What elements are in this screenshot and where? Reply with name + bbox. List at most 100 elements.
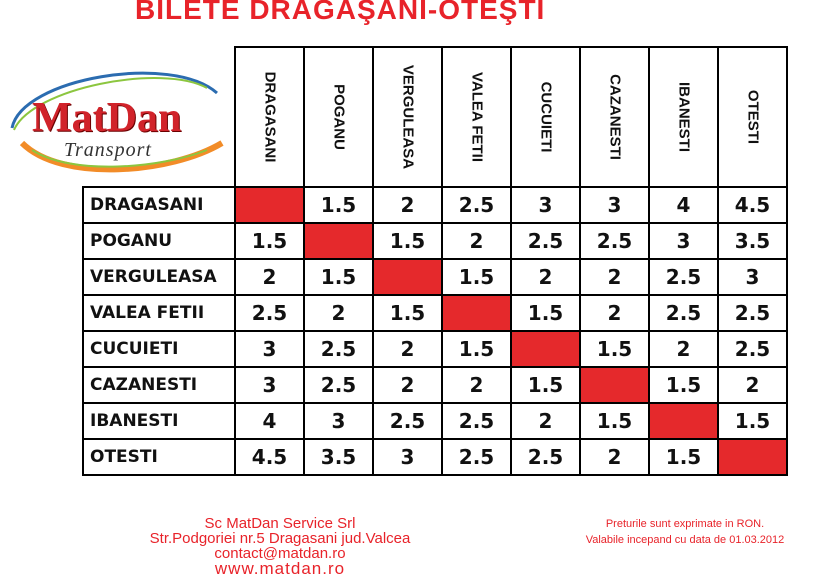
table-row: OTESTI 4.5 3.5 3 2.5 2.5 2 1.5 <box>82 438 788 476</box>
column-header-label: IBANESTI <box>675 81 692 153</box>
fare-cell: 1.5 <box>372 294 443 332</box>
fare-cell: 1.5 <box>303 186 374 224</box>
fare-cell: 1.5 <box>234 222 305 260</box>
fare-cell: 2 <box>717 366 788 404</box>
currency-note: Preturile sunt exprimate in RON. <box>605 518 765 530</box>
fare-cell: 3 <box>234 366 305 404</box>
column-header-label: OTESTI <box>744 89 761 145</box>
fare-cell: 1.5 <box>441 330 512 368</box>
diagonal-cell <box>234 186 305 224</box>
fare-cell: 3 <box>717 258 788 296</box>
fare-cell: 2.5 <box>510 222 581 260</box>
diagonal-cell <box>579 366 650 404</box>
fare-cell: 4 <box>648 186 719 224</box>
fare-cell: 2.5 <box>441 186 512 224</box>
logo-subtitle: Transport <box>64 139 152 161</box>
fare-cell: 2.5 <box>372 402 443 440</box>
fare-cell: 1.5 <box>579 330 650 368</box>
column-header-label: CAZANESTI <box>606 74 623 160</box>
column-header-label: POGANU <box>330 84 347 150</box>
matdan-logo: MatDan Transport <box>2 58 232 178</box>
fare-cell: 2 <box>510 258 581 296</box>
fare-cell: 2.5 <box>303 366 374 404</box>
fare-cell: 1.5 <box>717 402 788 440</box>
table-row: VERGULEASA 2 1.5 1.5 2 2 2.5 3 <box>82 258 788 296</box>
fare-cell: 2 <box>372 366 443 404</box>
fare-cell: 3 <box>648 222 719 260</box>
diagonal-cell <box>648 402 719 440</box>
fare-cell: 3 <box>372 438 443 476</box>
row-header: CAZANESTI <box>82 366 236 404</box>
header-row: DRAGASANI POGANU VERGULEASA VALEA FETII CUCU… <box>83 46 788 188</box>
column-header: VERGULEASA <box>372 46 443 188</box>
fare-cell: 2.5 <box>303 330 374 368</box>
company-email[interactable]: contact@matdan.ro <box>214 545 346 562</box>
column-header-label: VALEA FETII <box>468 72 485 162</box>
fare-cell: 2.5 <box>441 402 512 440</box>
price-notes: Preturile sunt exprimate in RON. Valabil… <box>560 516 810 548</box>
page-title: BILETE DRĂGĂŞANI-OTEŞTI <box>135 0 546 25</box>
fare-cell: 3 <box>303 402 374 440</box>
fare-cell: 3.5 <box>303 438 374 476</box>
fare-table: DRAGASANI POGANU VERGULEASA VALEA FETII CUCU… <box>82 46 788 476</box>
fare-cell: 1.5 <box>510 366 581 404</box>
fare-cell: 2 <box>648 330 719 368</box>
corner-cell <box>83 47 235 187</box>
row-header: OTESTI <box>82 438 236 476</box>
row-header: VALEA FETII <box>82 294 236 332</box>
fare-cell: 3 <box>510 186 581 224</box>
table-row: POGANU 1.5 1.5 2 2.5 2.5 3 3.5 <box>82 222 788 260</box>
logo-swoosh-icon <box>10 71 224 173</box>
diagonal-cell <box>717 438 788 476</box>
logo-text: MatDan <box>32 95 182 141</box>
fare-cell: 2.5 <box>234 294 305 332</box>
table-row: CUCUIETI 3 2.5 2 1.5 1.5 2 2.5 <box>82 330 788 368</box>
fare-cell: 1.5 <box>579 402 650 440</box>
diagonal-cell <box>372 258 443 296</box>
fare-cell: 4.5 <box>234 438 305 476</box>
fare-cell: 2.5 <box>579 222 650 260</box>
fare-cell: 1.5 <box>303 258 374 296</box>
fare-cell: 2.5 <box>648 258 719 296</box>
validity-note: Valabile incepand cu data de 01.03.2012 <box>585 534 785 546</box>
table-row: VALEA FETII 2.5 2 1.5 1.5 2 2.5 2.5 <box>82 294 788 332</box>
company-name: Sc MatDan Service Srl <box>204 515 356 532</box>
fare-cell: 2 <box>303 294 374 332</box>
fare-cell: 2 <box>579 438 650 476</box>
row-header: IBANESTI <box>82 402 236 440</box>
fare-cell: 4 <box>234 402 305 440</box>
column-header: DRAGASANI <box>234 46 305 188</box>
fare-cell: 3 <box>234 330 305 368</box>
column-header: CUCUIETI <box>510 46 581 188</box>
fare-cell: 2 <box>579 294 650 332</box>
column-header-label: VERGULEASA <box>399 64 416 170</box>
row-header: CUCUIETI <box>82 330 236 368</box>
company-address: Str.Podgoriei nr.5 Dragasani jud.Valcea <box>149 530 411 547</box>
row-header: POGANU <box>82 222 236 260</box>
row-header: DRAGASANI <box>82 186 236 224</box>
fare-cell: 2 <box>372 186 443 224</box>
fare-cell: 2 <box>372 330 443 368</box>
column-header: POGANU <box>303 46 374 188</box>
column-header: CAZANESTI <box>579 46 650 188</box>
column-header-label: CUCUIETI <box>537 81 554 153</box>
diagonal-cell <box>441 294 512 332</box>
fare-cell: 2.5 <box>717 330 788 368</box>
fare-cell: 2.5 <box>441 438 512 476</box>
fare-cell: 1.5 <box>648 438 719 476</box>
fare-cell: 2.5 <box>510 438 581 476</box>
table-row: IBANESTI 4 3 2.5 2.5 2 1.5 1.5 <box>82 402 788 440</box>
company-info: Sc MatDan Service Srl Str.Podgoriei nr.5… <box>95 515 465 578</box>
company-website[interactable]: www.matdan.ro <box>214 559 346 578</box>
column-header: VALEA FETII <box>441 46 512 188</box>
fare-cell: 2 <box>441 222 512 260</box>
fare-cell: 2 <box>441 366 512 404</box>
table-row: CAZANESTI 3 2.5 2 2 1.5 1.5 2 <box>82 366 788 404</box>
column-header-label: DRAGASANI <box>261 71 278 163</box>
fare-cell: 1.5 <box>372 222 443 260</box>
row-header: VERGULEASA <box>82 258 236 296</box>
fare-cell: 3.5 <box>717 222 788 260</box>
column-header: OTESTI <box>717 46 788 188</box>
fare-cell: 2.5 <box>717 294 788 332</box>
table-row: DRAGASANI 1.5 2 2.5 3 3 4 4.5 <box>82 186 788 224</box>
